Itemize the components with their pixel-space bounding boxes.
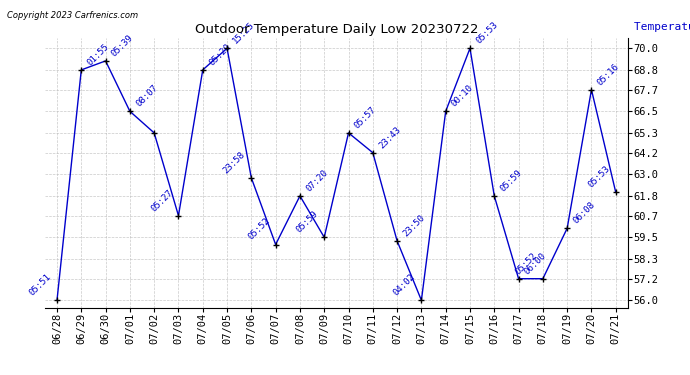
Text: 05:20: 05:20 — [207, 42, 233, 67]
Text: 06:08: 06:08 — [571, 200, 597, 225]
Text: 01:55: 01:55 — [86, 42, 111, 67]
Text: 08:07: 08:07 — [134, 83, 159, 108]
Text: 23:50: 23:50 — [402, 213, 426, 238]
Text: 05:59: 05:59 — [295, 209, 320, 234]
Text: 07:20: 07:20 — [304, 168, 329, 193]
Text: 06:00: 06:00 — [523, 251, 548, 276]
Text: 23:58: 23:58 — [221, 150, 247, 175]
Text: 05:52: 05:52 — [513, 251, 539, 276]
Text: 04:02: 04:02 — [392, 272, 417, 297]
Text: 05:52: 05:52 — [246, 216, 271, 242]
Text: 05:59: 05:59 — [498, 168, 524, 193]
Text: Copyright 2023 Carfrenics.com: Copyright 2023 Carfrenics.com — [7, 11, 138, 20]
Title: Outdoor Temperature Daily Low 20230722: Outdoor Temperature Daily Low 20230722 — [195, 23, 478, 36]
Text: 05:53: 05:53 — [586, 164, 611, 189]
Text: 00:10: 00:10 — [450, 83, 475, 108]
Text: 05:27: 05:27 — [149, 188, 175, 213]
Text: Temperature (°F): Temperature (°F) — [633, 22, 690, 32]
Text: 05:53: 05:53 — [474, 20, 500, 45]
Text: 15:25: 15:25 — [231, 20, 257, 45]
Text: 23:43: 23:43 — [377, 124, 402, 150]
Text: 05:57: 05:57 — [353, 105, 378, 130]
Text: 05:16: 05:16 — [595, 62, 621, 87]
Text: 05:39: 05:39 — [110, 33, 135, 58]
Text: 05:51: 05:51 — [28, 272, 53, 297]
